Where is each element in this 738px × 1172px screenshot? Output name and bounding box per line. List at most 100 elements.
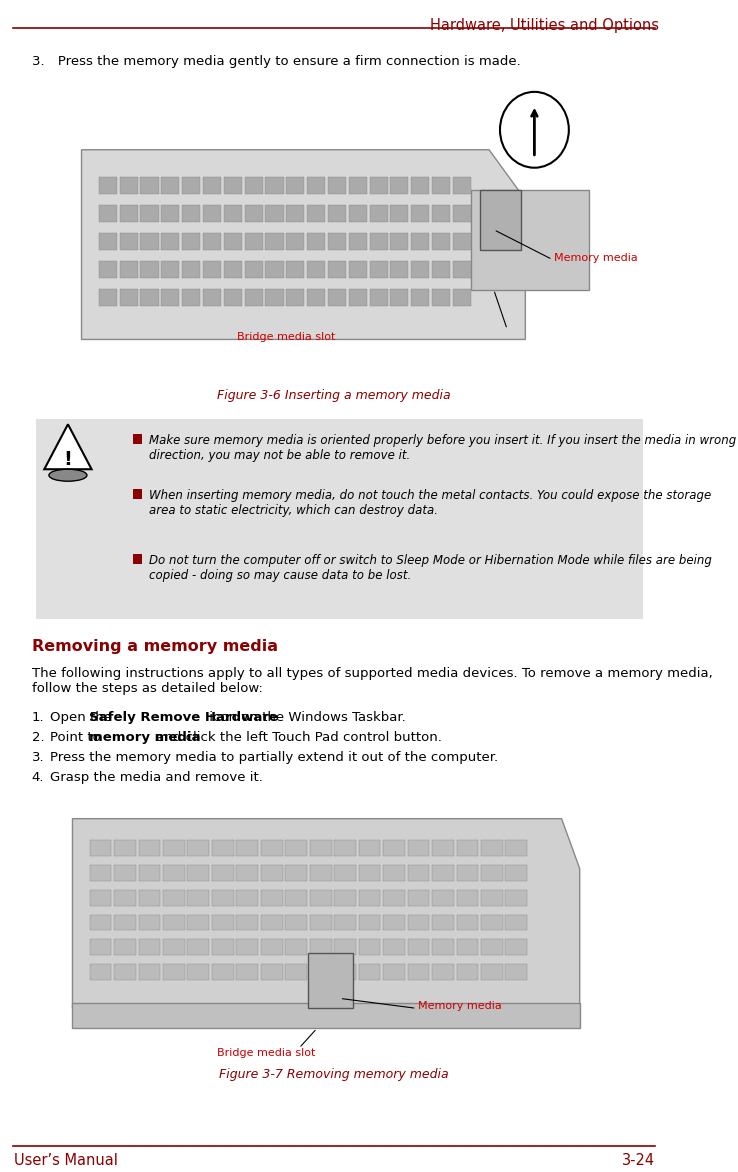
FancyBboxPatch shape [349,232,367,250]
FancyBboxPatch shape [212,839,234,856]
FancyBboxPatch shape [120,288,138,306]
FancyBboxPatch shape [236,965,258,981]
FancyBboxPatch shape [244,177,263,193]
FancyBboxPatch shape [286,260,304,278]
FancyBboxPatch shape [286,865,307,880]
FancyBboxPatch shape [163,839,184,856]
Polygon shape [44,424,92,469]
FancyBboxPatch shape [432,205,450,222]
FancyBboxPatch shape [266,177,283,193]
FancyBboxPatch shape [481,965,503,981]
FancyBboxPatch shape [411,205,430,222]
FancyBboxPatch shape [407,940,430,955]
FancyBboxPatch shape [334,940,356,955]
FancyBboxPatch shape [453,177,471,193]
FancyBboxPatch shape [328,260,346,278]
FancyBboxPatch shape [481,890,503,906]
Text: 3. Press the memory media gently to ensure a firm connection is made.: 3. Press the memory media gently to ensu… [32,55,520,68]
FancyBboxPatch shape [244,205,263,222]
Text: Memory media: Memory media [418,1001,503,1011]
FancyBboxPatch shape [224,288,242,306]
FancyBboxPatch shape [224,260,242,278]
FancyBboxPatch shape [407,914,430,931]
FancyBboxPatch shape [266,260,283,278]
FancyBboxPatch shape [114,865,136,880]
FancyBboxPatch shape [286,177,304,193]
Text: Figure 3-7 Removing memory media: Figure 3-7 Removing memory media [219,1068,449,1082]
FancyBboxPatch shape [432,260,450,278]
FancyBboxPatch shape [481,865,503,880]
FancyBboxPatch shape [99,205,117,222]
Text: Hardware, Utilities and Options: Hardware, Utilities and Options [430,18,659,33]
Text: Open the: Open the [50,711,116,724]
Text: Grasp the media and remove it.: Grasp the media and remove it. [50,771,263,784]
FancyBboxPatch shape [370,177,387,193]
FancyBboxPatch shape [359,940,380,955]
FancyBboxPatch shape [187,865,210,880]
FancyBboxPatch shape [390,260,409,278]
Text: 4.: 4. [32,771,44,784]
FancyBboxPatch shape [224,177,242,193]
Polygon shape [72,819,579,1008]
FancyBboxPatch shape [453,232,471,250]
FancyBboxPatch shape [266,205,283,222]
FancyBboxPatch shape [310,914,331,931]
FancyBboxPatch shape [481,940,503,955]
Text: icon on the Windows Taskbar.: icon on the Windows Taskbar. [204,711,405,724]
Text: memory media: memory media [89,731,201,744]
FancyBboxPatch shape [307,288,325,306]
FancyBboxPatch shape [453,205,471,222]
FancyBboxPatch shape [182,232,200,250]
FancyBboxPatch shape [120,260,138,278]
FancyBboxPatch shape [182,205,200,222]
FancyBboxPatch shape [310,839,331,856]
FancyBboxPatch shape [390,205,409,222]
Text: Point to: Point to [50,731,105,744]
FancyBboxPatch shape [99,260,117,278]
FancyBboxPatch shape [187,940,210,955]
FancyBboxPatch shape [383,965,405,981]
Text: Removing a memory media: Removing a memory media [32,639,277,654]
FancyBboxPatch shape [120,205,138,222]
FancyBboxPatch shape [90,965,111,981]
FancyBboxPatch shape [310,965,331,981]
FancyBboxPatch shape [286,940,307,955]
FancyBboxPatch shape [481,839,503,856]
Text: User’s Manual: User’s Manual [13,1153,117,1168]
Text: Press the memory media to partially extend it out of the computer.: Press the memory media to partially exte… [50,751,498,764]
Text: Bridge media slot: Bridge media slot [218,1048,316,1058]
FancyBboxPatch shape [480,190,521,250]
FancyBboxPatch shape [163,865,184,880]
FancyBboxPatch shape [114,914,136,931]
FancyBboxPatch shape [140,260,159,278]
FancyBboxPatch shape [90,865,111,880]
FancyBboxPatch shape [187,965,210,981]
FancyBboxPatch shape [286,890,307,906]
FancyBboxPatch shape [334,914,356,931]
FancyBboxPatch shape [432,177,450,193]
Text: Bridge media slot: Bridge media slot [238,333,336,342]
FancyBboxPatch shape [307,260,325,278]
Text: When inserting memory media, do not touch the metal contacts. You could expose t: When inserting memory media, do not touc… [150,489,711,517]
FancyBboxPatch shape [139,914,160,931]
Text: The following instructions apply to all types of supported media devices. To rem: The following instructions apply to all … [32,667,712,695]
FancyBboxPatch shape [453,288,471,306]
FancyBboxPatch shape [203,205,221,222]
FancyBboxPatch shape [72,1003,579,1028]
FancyBboxPatch shape [36,420,643,619]
FancyBboxPatch shape [236,839,258,856]
FancyBboxPatch shape [407,965,430,981]
FancyBboxPatch shape [133,554,142,564]
FancyBboxPatch shape [261,839,283,856]
FancyBboxPatch shape [307,177,325,193]
FancyBboxPatch shape [120,177,138,193]
FancyBboxPatch shape [390,177,409,193]
Ellipse shape [49,469,87,482]
FancyBboxPatch shape [390,232,409,250]
FancyBboxPatch shape [349,177,367,193]
FancyBboxPatch shape [506,940,527,955]
FancyBboxPatch shape [432,232,450,250]
FancyBboxPatch shape [212,965,234,981]
FancyBboxPatch shape [383,865,405,880]
FancyBboxPatch shape [286,839,307,856]
